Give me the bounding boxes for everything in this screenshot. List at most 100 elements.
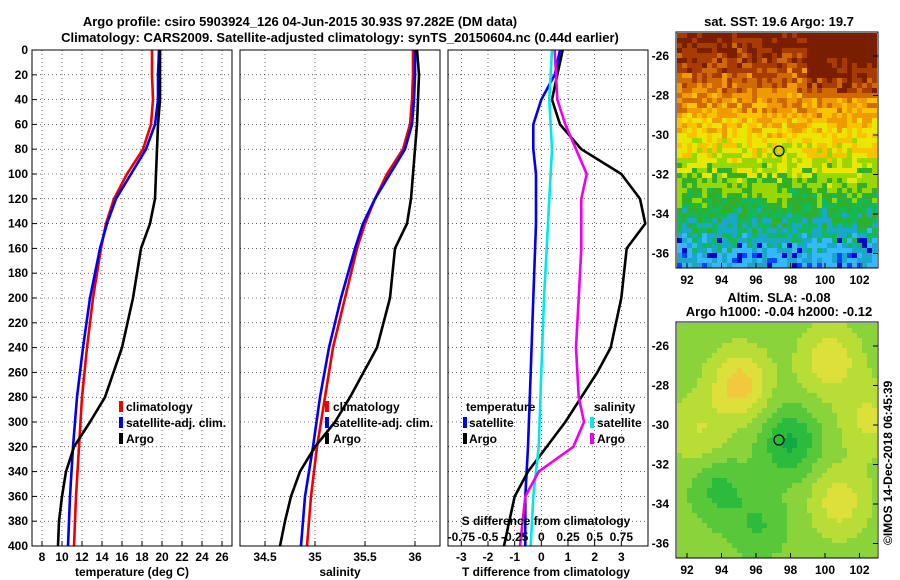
sla-cell (837, 518, 842, 523)
sla-cell (832, 438, 837, 443)
sst-cell (682, 153, 687, 158)
sst-cell (867, 233, 872, 238)
sst-cell (707, 188, 712, 193)
sla-cell (772, 548, 777, 553)
sla-cell (697, 498, 702, 503)
sla-cell (792, 418, 797, 423)
sla-cell (692, 463, 697, 468)
sst-cell (862, 113, 867, 118)
sla-cell (742, 383, 747, 388)
sst-cell (867, 83, 872, 88)
sst-cell (792, 83, 797, 88)
sst-cell (787, 143, 792, 148)
sla-cell (717, 478, 722, 483)
sst-cell (727, 228, 732, 233)
sla-cell (777, 323, 782, 328)
sla-cell (737, 453, 742, 458)
sla-cell (822, 348, 827, 353)
sla-cell (682, 393, 687, 398)
sla-cell (822, 403, 827, 408)
sst-cell (727, 148, 732, 153)
sla-cell (722, 493, 727, 498)
sst-cell (847, 213, 852, 218)
sst-cell (742, 198, 747, 203)
sst-cell (832, 133, 837, 138)
sst-cell (797, 123, 802, 128)
sst-cell (722, 118, 727, 123)
sst-cell (822, 143, 827, 148)
salinity-x-ticks: 34.5 35 35.5 36 (253, 541, 422, 564)
sst-cell (852, 113, 857, 118)
sla-cell (717, 388, 722, 393)
sla-cell (737, 353, 742, 358)
sst-cell (862, 68, 867, 73)
sla-cell (677, 543, 682, 548)
sst-cell (692, 188, 697, 193)
sla-cell (837, 498, 842, 503)
sla-cell (707, 323, 712, 328)
sst-cell (847, 158, 852, 163)
sst-cell (732, 158, 737, 163)
sst-cell (737, 103, 742, 108)
sla-cell (737, 373, 742, 378)
sla-cell (762, 383, 767, 388)
sla-cell (677, 478, 682, 483)
sla-cell (812, 488, 817, 493)
imos-timestamp: ©IMOS 14-Dec-2018 06:45:39 (881, 380, 895, 545)
sst-cell (752, 228, 757, 233)
sst-cell (862, 73, 867, 78)
sla-cell (772, 533, 777, 538)
sla-cell (832, 543, 837, 548)
sla-cell (732, 483, 737, 488)
sla-cell (827, 463, 832, 468)
sst-cell (817, 113, 822, 118)
argo-location-marker-icon (773, 434, 785, 446)
sla-cell (692, 538, 697, 543)
sla-cell (777, 428, 782, 433)
sst-cell (862, 133, 867, 138)
sst-cell (847, 208, 852, 213)
sst-cell (727, 168, 732, 173)
sst-cell (677, 108, 682, 113)
sla-cell (687, 508, 692, 513)
sla-cell (697, 338, 702, 343)
sst-cell (832, 178, 837, 183)
sst-cell (767, 128, 772, 133)
sst-cell (822, 193, 827, 198)
sst-cell (862, 38, 867, 43)
sla-cell (822, 458, 827, 463)
sla-cell (712, 413, 717, 418)
sla-cell (747, 488, 752, 493)
sla-cell (797, 513, 802, 518)
sla-cell (697, 343, 702, 348)
sst-cell (842, 168, 847, 173)
sst-cell (787, 63, 792, 68)
sla-cell (827, 403, 832, 408)
sst-cell (712, 198, 717, 203)
sla-cell (732, 488, 737, 493)
sst-cell (737, 258, 742, 263)
sst-cell (792, 168, 797, 173)
sst-cell (872, 103, 877, 108)
sst-cell (852, 53, 857, 58)
sla-cell (677, 348, 682, 353)
sla-cell (677, 523, 682, 528)
sla-cell (767, 358, 772, 363)
sla-cell (847, 338, 852, 343)
sst-cell (747, 213, 752, 218)
sla-cell (732, 393, 737, 398)
sst-cell (757, 253, 762, 258)
sla-cell (862, 473, 867, 478)
sla-cell (807, 368, 812, 373)
sla-cell (712, 418, 717, 423)
sst-cell (722, 208, 727, 213)
sst-cell (747, 178, 752, 183)
x-tick-label: 24 (195, 550, 209, 564)
sla-cell (847, 553, 852, 558)
sla-cell (852, 448, 857, 453)
sst-cell (712, 133, 717, 138)
sst-cell (797, 48, 802, 53)
sla-cell (837, 393, 842, 398)
sst-cell (692, 108, 697, 113)
sla-cell (867, 488, 872, 493)
